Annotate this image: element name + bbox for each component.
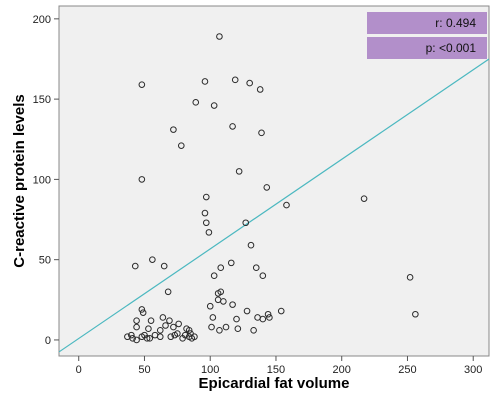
data-point bbox=[167, 333, 175, 341]
data-point bbox=[205, 229, 213, 236]
data-point bbox=[156, 333, 164, 341]
data-point bbox=[181, 331, 189, 339]
data-point bbox=[231, 76, 239, 84]
data-point bbox=[129, 335, 136, 342]
data-point bbox=[185, 327, 193, 334]
data-point bbox=[266, 314, 273, 321]
y-tick-label: 100 bbox=[33, 174, 51, 186]
data-point bbox=[243, 307, 251, 315]
data-point bbox=[220, 298, 227, 305]
data-point bbox=[162, 322, 169, 329]
x-tick-label: 250 bbox=[398, 364, 416, 376]
data-point bbox=[209, 314, 217, 321]
x-tick-label: 100 bbox=[201, 364, 219, 376]
data-point bbox=[256, 86, 264, 93]
data-point bbox=[264, 310, 272, 318]
data-point bbox=[242, 219, 250, 227]
data-point bbox=[263, 184, 271, 191]
data-point bbox=[217, 288, 225, 296]
data-point bbox=[222, 323, 230, 331]
data-point bbox=[258, 129, 265, 137]
data-point bbox=[164, 288, 172, 296]
data-point bbox=[170, 323, 177, 331]
data-point bbox=[259, 272, 267, 280]
data-point bbox=[217, 264, 225, 271]
regression-line bbox=[59, 58, 489, 353]
data-point bbox=[206, 302, 214, 310]
data-point bbox=[138, 176, 146, 183]
data-point bbox=[143, 335, 151, 342]
data-point bbox=[283, 201, 290, 209]
regression-line-group bbox=[59, 58, 489, 353]
data-point bbox=[229, 301, 236, 308]
y-tick-label: 200 bbox=[33, 14, 51, 26]
data-point bbox=[156, 327, 164, 334]
data-point bbox=[138, 306, 146, 313]
y-tick-label: 0 bbox=[45, 335, 51, 347]
x-tick-label: 150 bbox=[267, 364, 285, 376]
data-point bbox=[146, 335, 154, 342]
data-point bbox=[246, 79, 253, 87]
data-point bbox=[406, 274, 414, 281]
data-point bbox=[250, 327, 257, 334]
data-point bbox=[227, 259, 235, 267]
x-tick-label: 0 bbox=[76, 364, 82, 376]
p-annotation: p: <0.001 bbox=[426, 41, 477, 55]
data-point bbox=[170, 126, 177, 133]
x-axis-title: Epicardial fat volume bbox=[199, 375, 350, 392]
data-point bbox=[131, 262, 139, 270]
data-point bbox=[147, 317, 155, 324]
data-point bbox=[166, 317, 173, 324]
data-point bbox=[208, 323, 215, 331]
data-point bbox=[171, 331, 179, 339]
y-tick-label: 150 bbox=[33, 94, 51, 106]
data-point bbox=[216, 33, 223, 40]
p-annotation-box bbox=[367, 37, 487, 59]
y-axis-title: C-reactive protein levels bbox=[11, 94, 28, 267]
data-point bbox=[188, 335, 196, 342]
r-annotation: r: 0.494 bbox=[435, 16, 476, 30]
data-point bbox=[133, 323, 140, 331]
data-point bbox=[175, 320, 182, 328]
r-annotation-box bbox=[367, 12, 487, 34]
data-point bbox=[252, 264, 260, 271]
data-point bbox=[234, 325, 242, 333]
data-point bbox=[159, 314, 167, 321]
data-point bbox=[202, 193, 210, 201]
data-point bbox=[277, 307, 285, 315]
data-point bbox=[128, 331, 135, 339]
data-point bbox=[216, 327, 223, 334]
data-point bbox=[139, 309, 147, 316]
data-point bbox=[177, 142, 185, 149]
data-point bbox=[133, 336, 140, 344]
data-point bbox=[360, 195, 368, 202]
data-point bbox=[201, 209, 209, 217]
data-point bbox=[149, 256, 156, 263]
data-point bbox=[235, 168, 243, 175]
data-point bbox=[192, 99, 200, 106]
plot-area bbox=[58, 5, 490, 357]
data-point bbox=[201, 78, 209, 85]
data-points bbox=[124, 33, 419, 344]
data-point bbox=[259, 315, 267, 323]
data-point bbox=[412, 310, 419, 318]
x-tick-label: 50 bbox=[138, 364, 150, 376]
y-tick-label: 50 bbox=[39, 255, 51, 267]
data-point bbox=[202, 219, 210, 227]
data-point bbox=[247, 241, 255, 249]
x-axis-ticks: 0 50 100 150 200 250 300 bbox=[76, 356, 482, 376]
data-point bbox=[133, 317, 140, 324]
x-tick-label: 200 bbox=[333, 364, 351, 376]
data-point bbox=[210, 102, 218, 109]
y-axis-ticks: 0 50 100 150 200 bbox=[33, 14, 59, 347]
x-tick-label: 300 bbox=[464, 364, 482, 376]
data-point bbox=[229, 123, 236, 130]
data-point bbox=[210, 272, 218, 280]
data-point bbox=[145, 325, 152, 333]
data-point bbox=[138, 81, 146, 88]
data-point bbox=[160, 262, 168, 270]
data-point bbox=[233, 315, 240, 323]
